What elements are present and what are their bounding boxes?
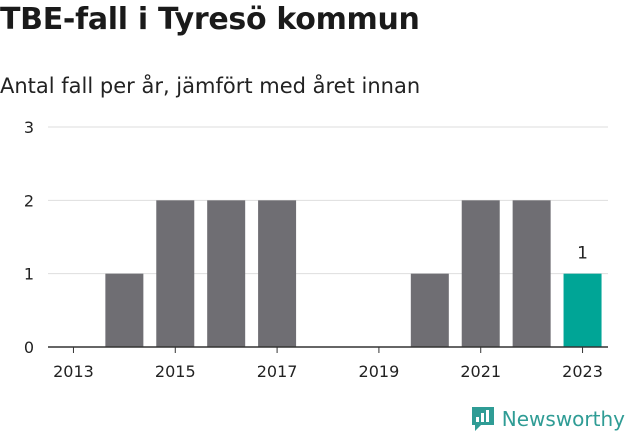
bar <box>461 200 500 347</box>
x-tick-label: 2013 <box>53 362 94 381</box>
x-tick-label: 2015 <box>155 362 196 381</box>
newsworthy-logo-text: Newsworthy <box>501 407 625 431</box>
chart-title: TBE-fall i Tyresö kommun <box>0 2 420 37</box>
newsworthy-logo-icon <box>471 407 494 431</box>
x-tick-label: 2021 <box>460 362 501 381</box>
chart-subtitle: Antal fall per år, jämfört med året inna… <box>0 74 421 98</box>
newsworthy-logo: Newsworthy <box>470 405 625 433</box>
x-tick-label: 2019 <box>359 362 400 381</box>
y-tick-label: 1 <box>24 265 34 284</box>
y-tick-label: 2 <box>24 191 34 210</box>
bar <box>105 273 144 347</box>
x-tick-label: 2017 <box>257 362 298 381</box>
bar <box>156 200 195 347</box>
bar <box>207 200 246 347</box>
bar <box>512 200 551 347</box>
y-tick-label: 3 <box>24 118 34 137</box>
y-tick-label: 0 <box>24 338 34 357</box>
data-label: 1 <box>577 244 588 264</box>
bar <box>563 273 602 347</box>
bar <box>410 273 449 347</box>
x-tick-label: 2023 <box>562 362 603 381</box>
bar <box>258 200 297 347</box>
